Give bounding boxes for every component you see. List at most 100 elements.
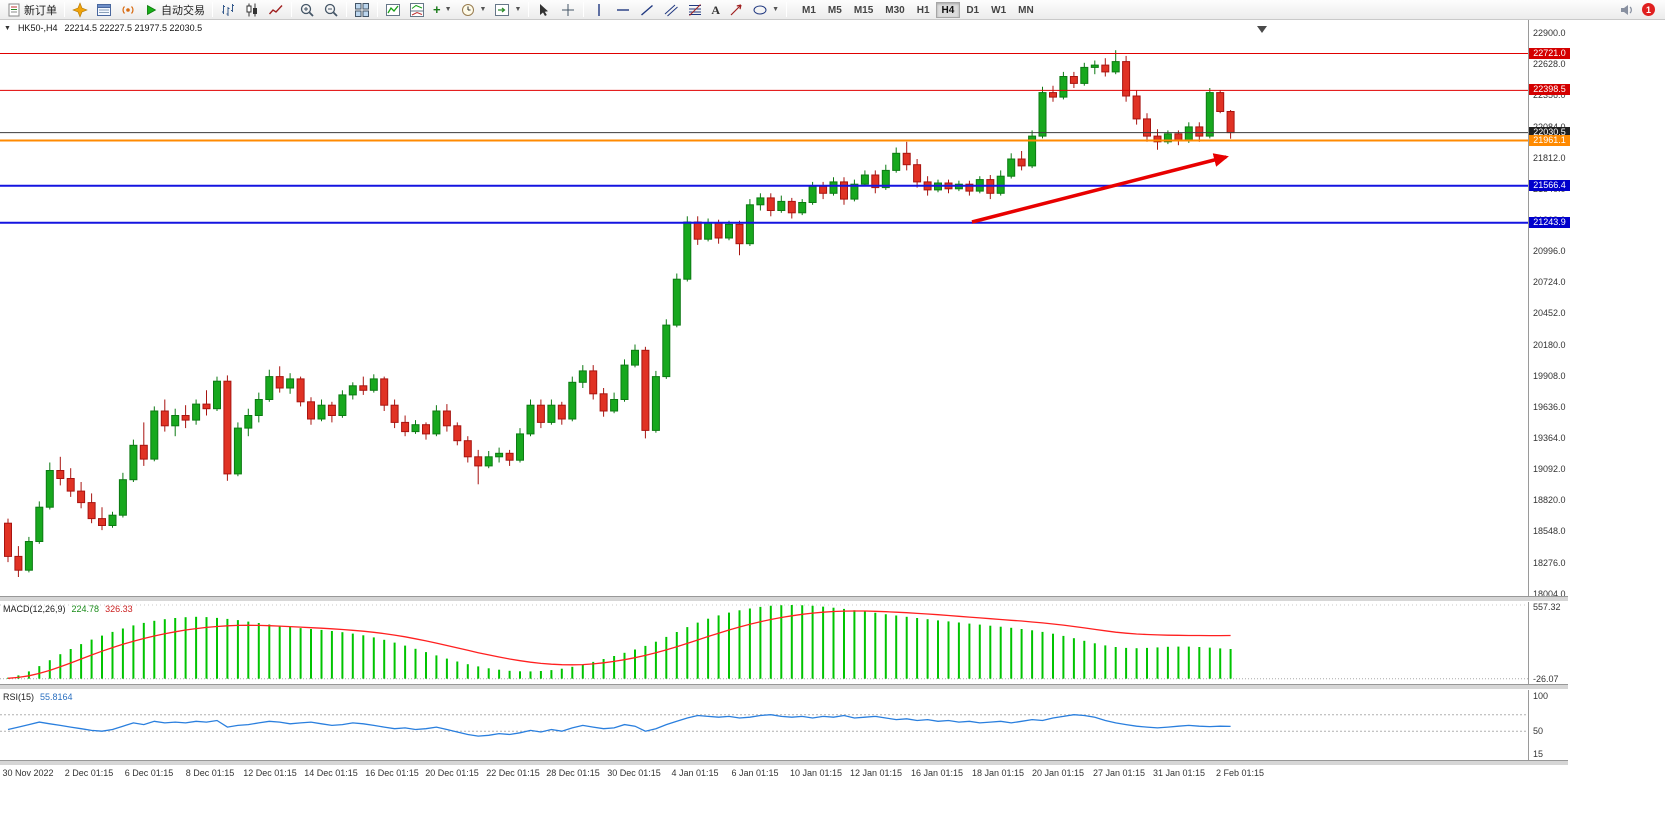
tf-m5-button[interactable]: M5 [822, 2, 848, 18]
rsi-axis-label: 15 [1533, 749, 1544, 759]
panel-splitter[interactable] [0, 596, 1568, 602]
candle-body [484, 456, 493, 467]
candle-body [840, 181, 848, 200]
candlestick-chart-button[interactable] [240, 1, 264, 19]
toolbar-right-group: 1 [1619, 2, 1662, 18]
crosshair-button[interactable] [556, 1, 580, 19]
chevron-down-icon: ▼ [514, 5, 522, 13]
macd-axis-label: -26.07 [1533, 674, 1559, 685]
trendline-button[interactable] [635, 1, 659, 19]
tf-m15-button[interactable]: M15 [848, 2, 879, 18]
tf-m30-button[interactable]: M30 [879, 2, 910, 18]
rsi-chart[interactable] [0, 690, 1528, 760]
time-label: 28 Dec 01:15 [546, 768, 600, 778]
main-chart-pane[interactable]: ▼ HK50-,H4 22214.5 22227.5 21977.5 22030… [0, 20, 1665, 599]
plus-icon: + [433, 1, 441, 17]
navigator-icon [72, 1, 88, 18]
templates-button[interactable]: ▼ [490, 1, 525, 19]
vertical-line-button[interactable] [587, 1, 611, 19]
terminal-button[interactable] [92, 1, 116, 19]
candle-body [213, 380, 221, 410]
notification-badge[interactable]: 1 [1642, 3, 1655, 16]
horizontal-line-icon [617, 8, 630, 11]
candle-body [850, 183, 859, 200]
time-label: 27 Jan 01:15 [1092, 768, 1146, 778]
candle-body [338, 394, 347, 416]
candle-body [683, 221, 692, 280]
macd-main-value: 224.78 [71, 604, 100, 614]
toolbar-separator [212, 2, 213, 17]
macd-chart[interactable] [0, 602, 1528, 684]
shapes-icon [753, 5, 767, 14]
tf-d1-button[interactable]: D1 [960, 2, 985, 18]
tile-windows-button[interactable] [350, 1, 374, 19]
fibonacci-icon [689, 3, 702, 16]
candle-body [725, 223, 733, 239]
rsi-title: RSI(15) [3, 692, 35, 702]
broadcast-button[interactable] [116, 1, 140, 19]
time-axis[interactable]: 30 Nov 2022 2 Dec 01:15 6 Dec 01:15 8 Dec 0… [0, 765, 1568, 781]
tf-h4-button[interactable]: H4 [935, 1, 961, 18]
price-badge: 22030.5 [1529, 126, 1570, 138]
zoom-out-icon [324, 3, 338, 17]
autotrading-button[interactable]: 自动交易 [140, 1, 209, 19]
cursor-button[interactable] [532, 1, 556, 19]
candle-body [1090, 64, 1099, 68]
tf-mn-button[interactable]: MN [1012, 2, 1040, 18]
time-label: 14 Dec 01:15 [304, 768, 358, 778]
chart-shift-marker[interactable] [1257, 26, 1267, 33]
macd-axis[interactable]: 557.32 -26.07 [1528, 602, 1665, 684]
horizontal-line-button[interactable] [611, 1, 635, 19]
text-tool-icon: A [711, 2, 721, 17]
channel-button[interactable] [659, 1, 683, 19]
candle-body [808, 186, 817, 203]
candle-body [1069, 76, 1078, 84]
line-chart-button[interactable] [264, 1, 288, 19]
candle-body [568, 381, 577, 420]
rsi-pane[interactable]: RSI(15) 55.8164 100 50 15 [0, 690, 1665, 760]
arrows-button[interactable] [724, 1, 748, 19]
candle-body [756, 197, 765, 206]
candle-body [14, 555, 23, 571]
navigator-button[interactable] [68, 1, 92, 19]
candle-body [411, 424, 420, 433]
price-badge: 22721.0 [1529, 47, 1570, 59]
new-order-button[interactable]: 新订单 [3, 1, 61, 19]
zoom-out-button[interactable] [319, 1, 343, 19]
candle-body [1038, 92, 1047, 137]
time-label: 20 Jan 01:15 [1031, 768, 1085, 778]
autotrading-play-icon [147, 4, 157, 15]
tile-windows-icon [355, 2, 369, 17]
periods-button[interactable]: ▼ [456, 1, 491, 19]
rsi-axis[interactable]: 100 50 15 [1528, 690, 1665, 760]
zoom-in-button[interactable] [295, 1, 319, 19]
macd-pane[interactable]: MACD(12,26,9) 224.78 326.33 557.32 -26.07 [0, 602, 1665, 684]
candle-body [557, 404, 566, 420]
tf-m1-button[interactable]: M1 [796, 2, 822, 18]
fibonacci-button[interactable] [683, 1, 707, 19]
add-object-button[interactable]: + ▼ [429, 1, 456, 19]
panel-splitter[interactable] [0, 684, 1568, 690]
chart-symbol-period: HK50-,H4 [17, 23, 58, 33]
rsi-line [7, 714, 1231, 737]
candle-body [1028, 135, 1037, 167]
candlestick-chart[interactable] [0, 20, 1528, 596]
toolbar-separator [786, 2, 788, 17]
candle-body [1195, 126, 1204, 137]
price-label: 22628.0 [1533, 59, 1566, 70]
candle-body [505, 452, 514, 461]
indicator-window-button[interactable] [405, 1, 429, 19]
price-axis[interactable]: 22900.022628.022356.022084.021812.021540… [1528, 20, 1665, 599]
cursor-icon [540, 3, 549, 16]
time-label: 8 Dec 01:15 [185, 768, 235, 778]
text-button[interactable]: A [707, 1, 724, 19]
bar-chart-button[interactable] [216, 1, 240, 19]
tf-w1-button[interactable]: W1 [985, 2, 1012, 18]
shapes-button[interactable]: ▼ [748, 1, 783, 19]
speaker-icon[interactable] [1619, 2, 1635, 18]
candle-body [390, 404, 399, 423]
tf-h1-button[interactable]: H1 [911, 2, 936, 18]
indicators-button[interactable] [381, 1, 405, 19]
candle-body [1049, 92, 1057, 98]
candle-body [1216, 92, 1225, 112]
